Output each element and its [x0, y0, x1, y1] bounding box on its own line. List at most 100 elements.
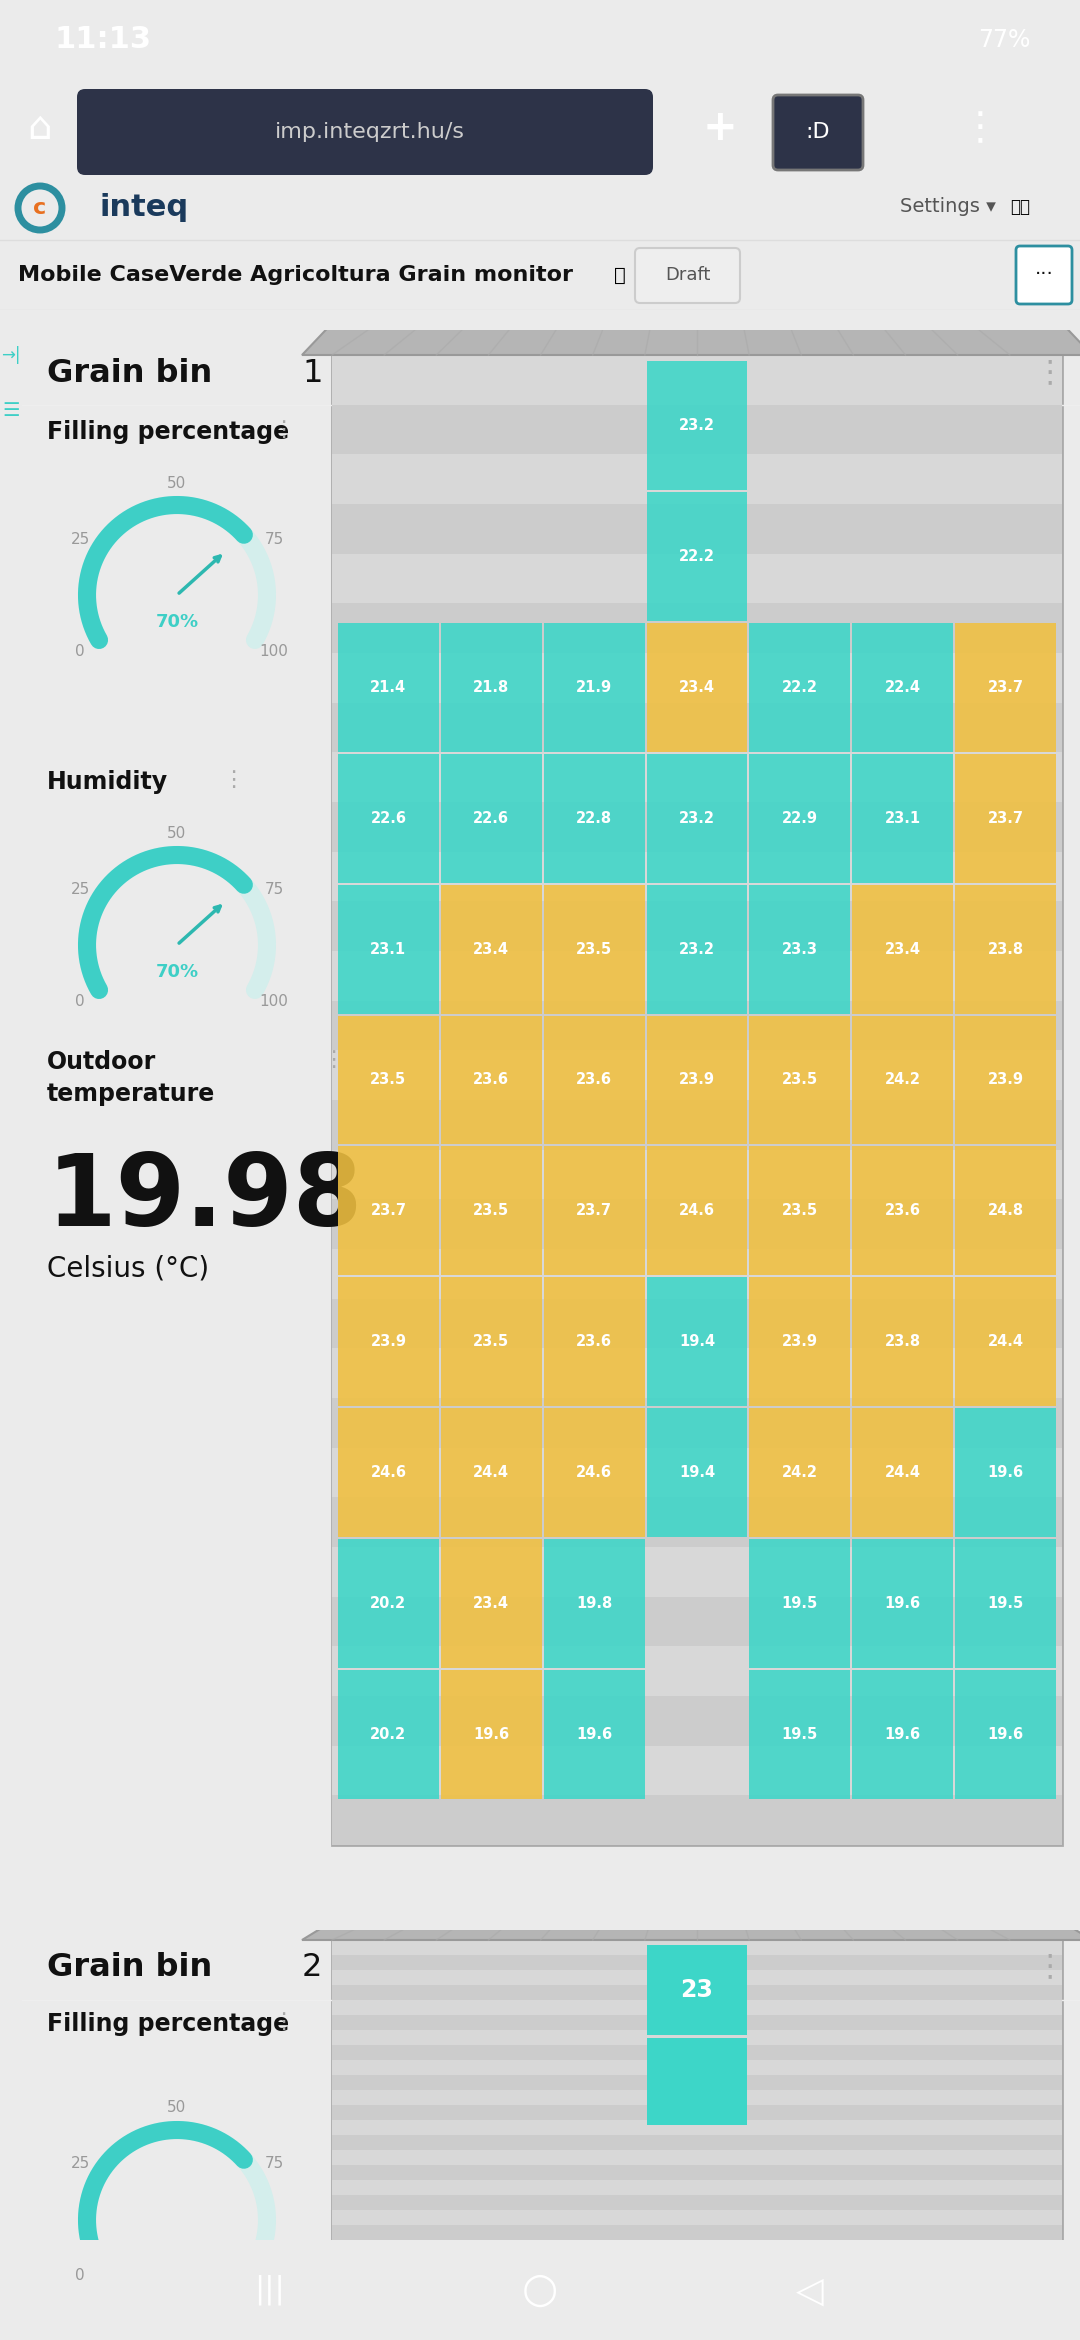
Bar — [543, 1016, 645, 1144]
Text: 0: 0 — [76, 2267, 85, 2284]
Text: 19.6: 19.6 — [885, 1727, 921, 1741]
Text: 23.9: 23.9 — [679, 1072, 715, 1088]
Text: 23.6: 23.6 — [473, 1072, 510, 1088]
Text: 19.5: 19.5 — [987, 1596, 1024, 1612]
Bar — [332, 356, 1062, 405]
Bar — [647, 1278, 747, 1406]
Bar — [955, 885, 1056, 1013]
Bar — [543, 1278, 645, 1406]
Bar — [750, 1409, 850, 1537]
Text: ◁: ◁ — [796, 2274, 824, 2310]
Text: 23.5: 23.5 — [370, 1072, 406, 1088]
Bar — [955, 1278, 1056, 1406]
Bar — [332, 1200, 1062, 1250]
Bar — [543, 885, 645, 1013]
Text: 19.5: 19.5 — [782, 1727, 818, 1741]
Bar — [441, 753, 542, 882]
Bar — [332, 2045, 1062, 2059]
Bar — [441, 1671, 542, 1799]
Text: 19.6: 19.6 — [473, 1727, 510, 1741]
Bar — [332, 604, 1062, 653]
Text: Settings ▾: Settings ▾ — [900, 197, 996, 218]
Bar — [332, 2134, 1062, 2150]
Text: 23.7: 23.7 — [987, 810, 1024, 826]
Text: 24.2: 24.2 — [885, 1072, 921, 1088]
Text: 21.9: 21.9 — [576, 681, 612, 695]
Text: 24.4: 24.4 — [473, 1465, 510, 1481]
Text: 22.8: 22.8 — [576, 810, 612, 826]
Text: imp.inteqzrt.hu/s: imp.inteqzrt.hu/s — [275, 122, 465, 143]
Text: 23.6: 23.6 — [576, 1072, 612, 1088]
Text: 23.7: 23.7 — [987, 681, 1024, 695]
Bar — [332, 405, 1062, 454]
Text: 23.8: 23.8 — [987, 941, 1024, 957]
Text: 2: 2 — [302, 1952, 323, 1982]
Bar — [543, 1409, 645, 1537]
Text: 19.4: 19.4 — [679, 1334, 715, 1350]
Bar — [332, 1596, 1062, 1647]
Bar — [332, 2120, 1062, 2134]
Bar — [338, 753, 438, 882]
Bar — [750, 1671, 850, 1799]
Bar — [441, 1016, 542, 1144]
Bar — [338, 1671, 438, 1799]
Bar — [332, 1397, 1062, 1448]
Bar — [332, 2001, 1062, 2015]
Bar — [647, 753, 747, 882]
Text: 23.7: 23.7 — [370, 1203, 406, 1219]
Bar — [441, 1540, 542, 1668]
Bar — [543, 1540, 645, 1668]
Bar — [332, 2090, 1062, 2106]
Bar — [332, 901, 1062, 950]
Text: Grain bin: Grain bin — [48, 1952, 213, 1982]
Bar — [647, 1945, 747, 2036]
Text: Grain bin: Grain bin — [48, 358, 213, 388]
Text: 24.6: 24.6 — [679, 1203, 715, 1219]
Text: 75: 75 — [265, 2157, 284, 2172]
Bar — [852, 622, 954, 751]
Bar — [332, 1984, 1062, 2001]
Bar — [750, 753, 850, 882]
Text: 23.1: 23.1 — [885, 810, 921, 826]
Text: 19.6: 19.6 — [576, 1727, 612, 1741]
Bar — [852, 1147, 954, 1275]
Text: 23.4: 23.4 — [679, 681, 715, 695]
Bar — [647, 1409, 747, 1537]
Text: 21.8: 21.8 — [473, 681, 510, 695]
Text: inteq: inteq — [100, 192, 189, 222]
Text: 23: 23 — [680, 1977, 714, 2003]
Text: 100: 100 — [259, 994, 288, 1009]
Text: 75: 75 — [265, 882, 284, 896]
Bar — [647, 2038, 747, 2125]
FancyBboxPatch shape — [77, 89, 653, 176]
Text: 23.5: 23.5 — [473, 1334, 510, 1350]
Bar — [955, 1147, 1056, 1275]
Bar — [955, 1016, 1056, 1144]
Bar — [332, 1149, 1062, 1200]
Text: 50: 50 — [167, 2101, 187, 2115]
Bar — [441, 885, 542, 1013]
Text: 22.6: 22.6 — [370, 810, 406, 826]
Text: 23.5: 23.5 — [782, 1072, 818, 1088]
FancyBboxPatch shape — [1016, 246, 1072, 304]
Bar — [852, 1016, 954, 1144]
Text: 100: 100 — [259, 644, 288, 658]
Text: 19.4: 19.4 — [679, 1465, 715, 1481]
Bar — [652, 51, 742, 110]
Bar — [750, 1540, 850, 1668]
Bar — [441, 1409, 542, 1537]
Text: 50: 50 — [167, 826, 187, 840]
Text: 50: 50 — [167, 475, 187, 491]
Text: 25: 25 — [70, 531, 90, 548]
Text: |||: ||| — [255, 2274, 285, 2305]
Bar — [332, 1348, 1062, 1397]
Text: 70%: 70% — [156, 964, 199, 980]
Text: ⋮: ⋮ — [272, 2012, 294, 2031]
Bar — [750, 1016, 850, 1144]
Text: 24.4: 24.4 — [987, 1334, 1024, 1350]
Bar — [332, 1498, 1062, 1547]
Bar — [543, 1671, 645, 1799]
Bar — [332, 653, 1062, 702]
Bar — [338, 622, 438, 751]
Bar — [543, 622, 645, 751]
